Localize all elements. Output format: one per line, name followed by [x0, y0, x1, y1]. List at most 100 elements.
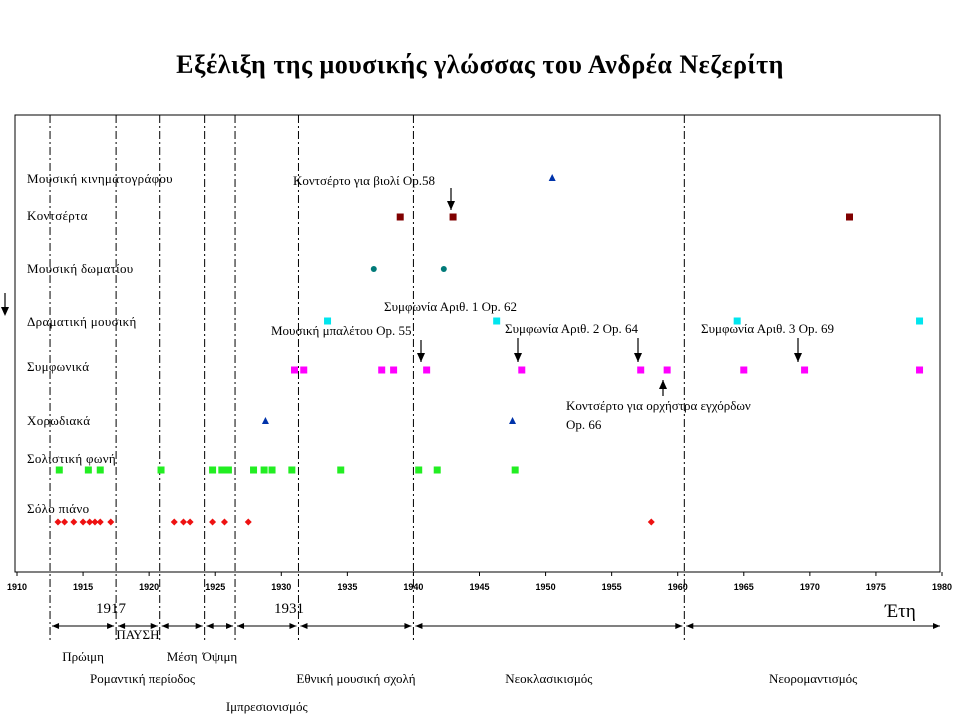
annotation-text: Μουσική μπαλέτου Op. 55 — [271, 323, 412, 338]
period-label: Εθνική μουσική σχολή — [296, 671, 415, 686]
bracket-arrowhead — [300, 623, 308, 629]
data-point — [186, 518, 194, 526]
category-label: Μουσική δωματίου — [27, 261, 134, 276]
tick-label: 1930 — [271, 582, 291, 592]
data-point — [244, 518, 252, 526]
tick-label: 1955 — [602, 582, 622, 592]
data-point — [370, 266, 377, 272]
data-point — [378, 366, 386, 374]
data-point — [433, 466, 441, 474]
data-point — [86, 518, 94, 526]
annotation-arrowhead — [417, 353, 425, 362]
data-point — [79, 518, 87, 526]
tick-label: 1945 — [469, 582, 489, 592]
year-marker-1931: 1931 — [274, 601, 304, 617]
tick-label: 1915 — [73, 582, 93, 592]
data-point — [493, 317, 501, 325]
data-point — [801, 366, 809, 374]
data-point — [220, 518, 228, 526]
data-point — [511, 466, 519, 474]
data-point — [91, 518, 99, 526]
category-label: Μουσική κινηματογράφου — [27, 171, 173, 186]
data-point — [261, 417, 269, 424]
plot-frame — [14, 114, 941, 573]
bracket-arrowhead — [195, 623, 203, 629]
tick-label: 1950 — [536, 582, 556, 592]
data-point — [637, 366, 645, 374]
data-point — [449, 213, 457, 221]
data-point — [260, 466, 268, 474]
annotation-arrowhead — [634, 353, 642, 362]
category-label: Σόλο πιάνο — [27, 501, 89, 516]
data-point — [423, 366, 431, 374]
data-point — [396, 213, 404, 221]
data-point — [170, 518, 178, 526]
bracket-arrowhead — [237, 623, 245, 629]
bracket-arrowhead — [289, 623, 297, 629]
period-label: Νεορομαντισμός — [769, 671, 858, 686]
tick-label: 1935 — [337, 582, 357, 592]
period-label: Όψιμη — [201, 649, 237, 664]
data-point — [268, 466, 276, 474]
bracket-arrowhead — [150, 623, 158, 629]
tick-label: 1920 — [139, 582, 159, 592]
period-label: Μέση — [167, 649, 198, 664]
data-point — [740, 366, 748, 374]
data-point — [440, 266, 447, 272]
data-point — [337, 466, 345, 474]
data-point — [218, 466, 226, 474]
period-gridlines — [49, 115, 685, 640]
data-point — [180, 518, 187, 526]
annotation-arrowhead — [514, 353, 522, 362]
annotation-text: Συμφωνία Αριθ. 3 Op. 69 — [701, 321, 834, 336]
period-label: Ρομαντική περίοδος — [90, 671, 196, 686]
bracket-arrowhead — [52, 623, 60, 629]
bracket-arrowhead — [933, 623, 940, 629]
annotation-text: Συμφωνία Αριθ. 1 Op. 62 — [384, 299, 517, 314]
category-label: Συμφωνικά — [27, 359, 89, 374]
category-label: Χορωδιακά — [27, 413, 90, 428]
annotation-text: Συμφωνία Αριθ. 2 Op. 64 — [505, 321, 638, 336]
data-point — [390, 366, 398, 374]
data-point — [54, 518, 62, 526]
bracket-arrowhead — [107, 623, 115, 629]
data-point — [415, 466, 423, 474]
bracket-arrowhead — [686, 623, 694, 629]
annotation-text: Κοντσέρτο για ορχήστρα εγχόρδων — [566, 398, 751, 413]
data-point — [209, 466, 217, 474]
tick-label: 1975 — [866, 582, 886, 592]
period-label: Πρώιμη — [62, 649, 104, 664]
annotations: Κοντσέρτο για βιολί Op.58 Συμφωνία Αριθ. … — [1, 173, 834, 432]
data-point — [209, 518, 217, 526]
period-label: ΠΑΥΣΗ — [116, 627, 159, 642]
category-labels: Μουσική κινηματογράφου Κοντσέρτα Μουσική δ… — [27, 171, 173, 516]
period-brackets: Πρώιμη ΠΑΥΣΗ Μέση Όψιμη Ρομαντική περίοδος Ιμ… — [52, 623, 940, 714]
data-point — [107, 518, 115, 526]
x-axis-label: Έτη — [884, 601, 916, 622]
data-point — [288, 466, 296, 474]
annotation-text: Κοντσέρτο για βιολί Op.58 — [293, 173, 435, 188]
data-point — [291, 366, 298, 374]
period-label: Νεοκλασικισμός — [505, 671, 593, 686]
data-point — [224, 466, 232, 474]
data-point — [96, 466, 104, 474]
data-point — [300, 366, 308, 374]
tick-label: 1970 — [800, 582, 820, 592]
data-point — [84, 466, 92, 474]
bracket-arrowhead — [118, 623, 126, 629]
annotation-arrowhead — [659, 380, 667, 389]
plot-border — [14, 114, 941, 573]
data-point — [916, 366, 924, 374]
annotation-text: Op. 66 — [566, 417, 602, 432]
data-point — [518, 366, 526, 374]
tick-label: 1965 — [734, 582, 754, 592]
tick-label: 1940 — [403, 582, 423, 592]
data-point — [663, 366, 671, 374]
x-axis-ticks: 1910 1915 1920 1925 1930 1935 1940 1945 1950 1955… — [7, 572, 952, 592]
tick-label: 1980 — [932, 582, 952, 592]
bracket-arrowhead — [415, 623, 423, 629]
data-point — [846, 213, 853, 221]
data-point — [55, 466, 63, 474]
tick-label: 1925 — [205, 582, 225, 592]
